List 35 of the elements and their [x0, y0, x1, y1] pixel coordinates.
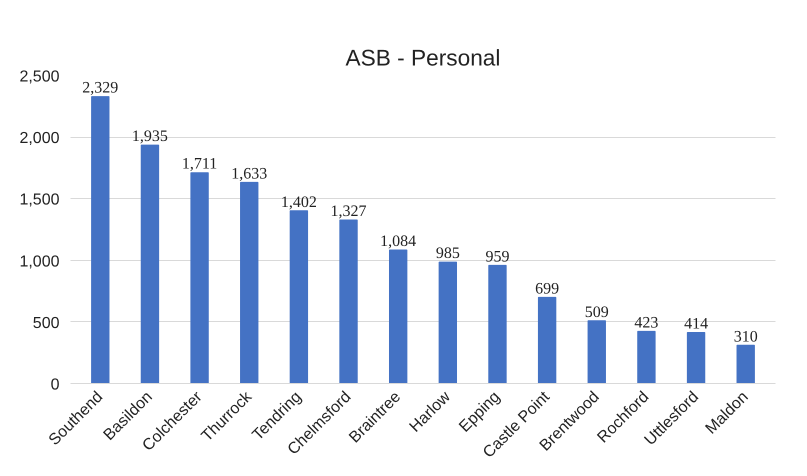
y-tick-label: 1,500 [19, 192, 60, 209]
y-tick-label: 2,500 [19, 68, 60, 86]
data-label: 1,402 [280, 194, 317, 211]
data-label: 1,633 [231, 165, 268, 182]
bar [637, 330, 656, 384]
data-label: 699 [535, 280, 560, 298]
data-label: 1,711 [182, 156, 218, 173]
data-label: 509 [584, 304, 609, 321]
data-label: 423 [634, 314, 658, 332]
data-label: 310 [734, 328, 758, 346]
bar [190, 172, 209, 384]
bar [290, 210, 308, 384]
data-label: 2,329 [82, 80, 118, 97]
data-label: 985 [436, 245, 460, 262]
data-label: 414 [684, 315, 708, 332]
bar [438, 262, 458, 384]
y-tick-label: 1,000 [19, 253, 60, 270]
bar [388, 249, 408, 384]
data-label: 1,327 [330, 203, 367, 220]
data-label: 959 [485, 248, 510, 266]
y-tick-label: 2,000 [19, 130, 60, 148]
y-tick-label: 500 [32, 314, 60, 332]
bar [240, 182, 258, 384]
bar [736, 344, 755, 384]
bar [538, 296, 556, 384]
y-tick-label: 0 [50, 376, 60, 394]
bar [140, 144, 160, 384]
chart-title: ASB - Personal [346, 44, 500, 70]
bar [588, 320, 606, 384]
data-label: 1,935 [132, 128, 168, 146]
bar [488, 264, 507, 384]
bar [339, 220, 358, 384]
bar [686, 332, 706, 384]
bar [91, 96, 110, 384]
data-label: 1,084 [380, 232, 416, 250]
